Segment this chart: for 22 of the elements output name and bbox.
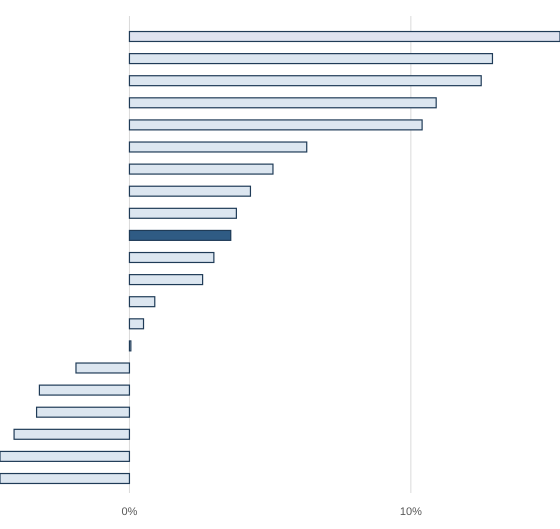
bar bbox=[128, 164, 274, 175]
x-tick-label: 10% bbox=[400, 506, 422, 518]
bar bbox=[128, 208, 237, 219]
bar bbox=[128, 97, 437, 108]
bar bbox=[128, 30, 560, 42]
bar bbox=[0, 450, 130, 462]
bar bbox=[128, 296, 156, 308]
bar bbox=[128, 53, 494, 64]
bar bbox=[128, 274, 204, 286]
bar bbox=[128, 141, 308, 153]
bar bbox=[38, 384, 130, 396]
bar bbox=[13, 428, 130, 440]
bar bbox=[36, 406, 130, 418]
bar bbox=[0, 472, 130, 484]
bar bbox=[128, 230, 232, 241]
bar bbox=[128, 75, 482, 86]
x-tick-label: 0% bbox=[121, 506, 138, 518]
bar bbox=[128, 318, 144, 330]
bar bbox=[128, 252, 214, 264]
bar bbox=[128, 119, 423, 130]
bar bbox=[75, 362, 130, 374]
bar bbox=[128, 186, 252, 197]
